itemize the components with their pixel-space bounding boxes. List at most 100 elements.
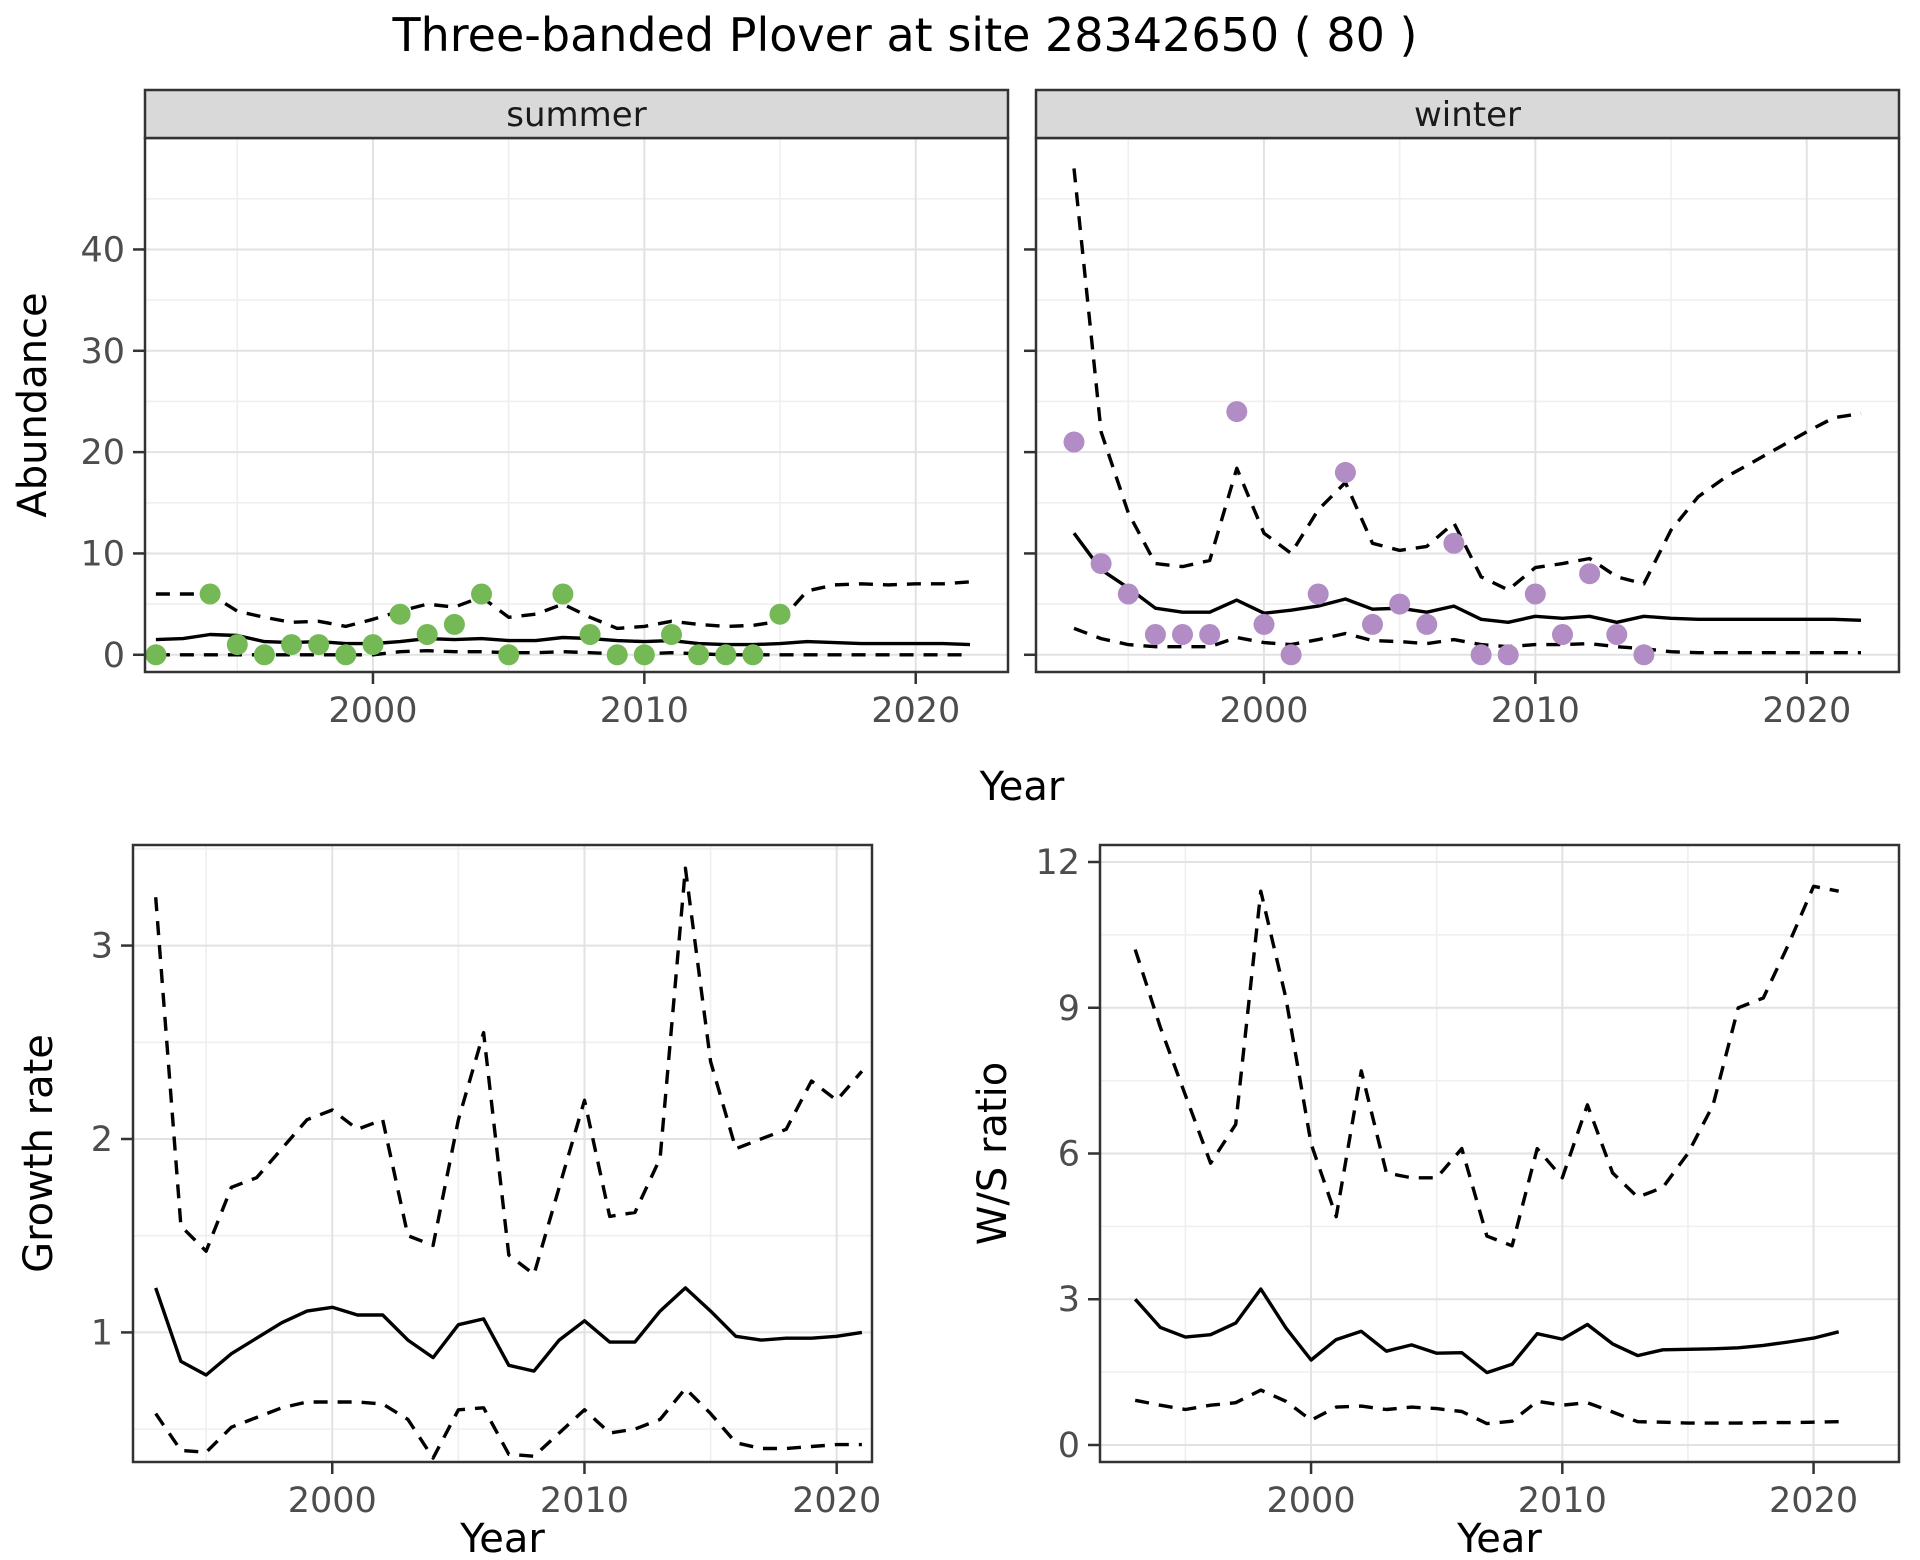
- observed-point: [1199, 624, 1221, 645]
- observed-point: [471, 583, 492, 605]
- observed-point: [1117, 583, 1139, 605]
- panel-growth: 2000 2010 2020 1 2 3: [91, 843, 882, 1521]
- tick-label: 2000: [328, 691, 417, 731]
- observed-point: [389, 603, 411, 625]
- observed-point: [1633, 644, 1655, 666]
- facet-strip-winter: winter: [1034, 88, 1901, 140]
- x-axis-title-year-growth: Year: [459, 1516, 545, 1560]
- tick-label: 2010: [600, 691, 689, 731]
- lower-ci-line: [155, 649, 970, 657]
- observed-point: [335, 644, 357, 666]
- panel-summer: 2000 2010 2020 0 10 20 30 40 summer: [80, 88, 1010, 731]
- axis-ticks: 2000 2010 2020: [1024, 248, 1851, 731]
- axis-ticks: 2000 2010 2020 1 2 3: [91, 927, 882, 1521]
- observed-points: [145, 583, 791, 666]
- y-axis-title-ws-ratio: W/S ratio: [970, 1062, 1016, 1245]
- upper-ci-line: [1133, 884, 1840, 1248]
- facet-strip-summer: summer: [143, 88, 1010, 140]
- tick-label: 20: [80, 433, 125, 473]
- tick-label: 9: [1058, 989, 1080, 1029]
- panel-data: [145, 580, 971, 666]
- median-line: [1133, 1287, 1840, 1375]
- observed-point: [1362, 613, 1383, 635]
- observed-point: [1334, 461, 1356, 483]
- x-axis-title-year-top: Year: [979, 764, 1065, 810]
- tick-label: 2020: [792, 1481, 881, 1521]
- observed-point: [552, 583, 574, 605]
- observed-point: [606, 644, 628, 666]
- panel-winter: 2000 2010 2020 winter: [1024, 88, 1901, 731]
- observed-point: [1172, 624, 1193, 645]
- tick-label: 40: [80, 230, 125, 270]
- observed-point: [1090, 553, 1112, 575]
- facet-strip-label: summer: [506, 95, 646, 135]
- tick-label: 2020: [1762, 691, 1851, 731]
- tick-label: 2: [91, 1120, 113, 1160]
- observed-points: [1063, 401, 1655, 666]
- upper-ci-line: [1072, 168, 1862, 592]
- observed-point: [145, 644, 167, 666]
- tick-label: 2020: [871, 691, 960, 731]
- observed-point: [1497, 644, 1519, 666]
- observed-point: [742, 644, 764, 666]
- observed-point: [281, 634, 302, 656]
- observed-point: [1307, 583, 1329, 605]
- upper-ci-line: [154, 866, 864, 1277]
- panel-data: [154, 866, 864, 1460]
- panel-border: [131, 843, 874, 1464]
- panel-background: [1036, 138, 1899, 672]
- gridlines: [133, 845, 872, 1462]
- panel-background: [133, 845, 872, 1462]
- plot-title: Three-banded Plover at site 28342650 ( 8…: [392, 8, 1418, 62]
- panel-data: [1063, 168, 1862, 666]
- lower-ci-line: [1073, 626, 1861, 655]
- observed-point: [362, 634, 384, 656]
- observed-point: [1416, 613, 1438, 635]
- observed-point: [688, 644, 710, 666]
- observed-point: [443, 613, 465, 635]
- observed-point: [769, 603, 791, 625]
- tick-label: 10: [80, 534, 125, 574]
- observed-point: [1253, 613, 1275, 635]
- observed-point: [633, 644, 655, 666]
- tick-label: 2020: [1769, 1481, 1858, 1521]
- observed-point: [226, 634, 248, 656]
- observed-point: [1579, 563, 1601, 585]
- observed-point: [1470, 644, 1492, 666]
- axis-ticks: 2000 2010 2020 0 3 6 9 12: [1035, 843, 1858, 1521]
- gridlines: [1100, 845, 1899, 1462]
- observed-point: [1280, 644, 1302, 666]
- observed-point: [661, 624, 682, 645]
- tick-label: 2000: [1219, 691, 1308, 731]
- tick-label: 3: [1058, 1280, 1080, 1320]
- observed-point: [1443, 532, 1465, 554]
- observed-point: [715, 644, 737, 666]
- tick-label: 2000: [1267, 1481, 1356, 1521]
- observed-point: [1389, 593, 1411, 615]
- y-axis-title-abundance: Abundance: [10, 292, 56, 517]
- tick-label: 12: [1035, 843, 1080, 883]
- observed-point: [253, 644, 275, 666]
- tick-label: 2010: [1518, 1481, 1607, 1521]
- observed-point: [1524, 583, 1546, 605]
- x-axis-title-year-ws: Year: [1456, 1516, 1542, 1560]
- observed-point: [1606, 624, 1628, 645]
- tick-label: 0: [1058, 1426, 1080, 1466]
- tick-label: 6: [1058, 1135, 1080, 1175]
- median-line: [154, 1286, 863, 1377]
- observed-point: [199, 583, 221, 605]
- panel-ws: 2000 2010 2020 0 3 6 9 12: [1035, 843, 1901, 1521]
- facet-strip-label: winter: [1414, 95, 1521, 135]
- facet-strip-box: [143, 88, 1010, 140]
- observed-point: [1226, 401, 1248, 423]
- panel-background: [145, 138, 1008, 672]
- tick-label: 2010: [1491, 691, 1580, 731]
- facet-strip-box: [1034, 88, 1901, 140]
- tick-label: 3: [91, 927, 113, 967]
- tick-label: 0: [103, 636, 125, 676]
- observed-point: [1144, 624, 1166, 645]
- observed-point: [579, 624, 601, 645]
- observed-point: [416, 624, 438, 645]
